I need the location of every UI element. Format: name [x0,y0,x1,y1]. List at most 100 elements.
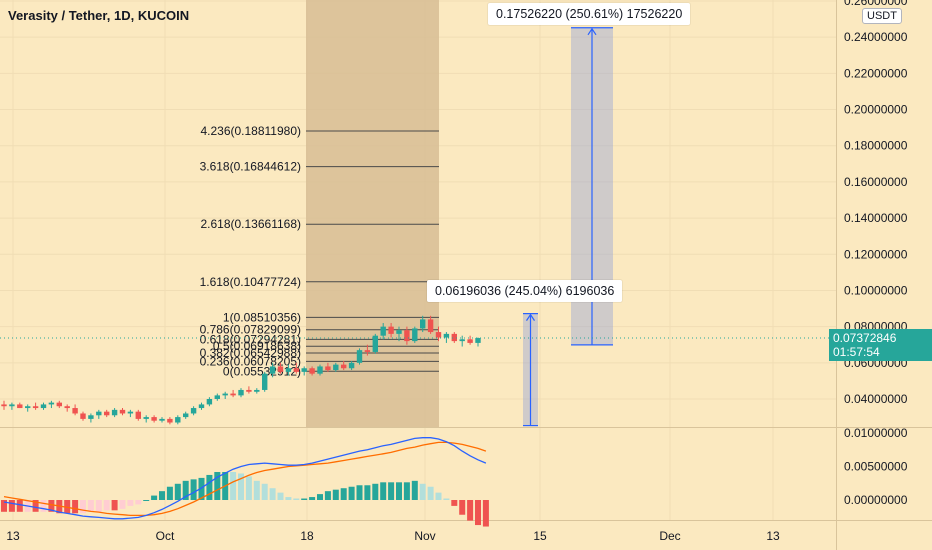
candle-body [25,406,31,409]
candle-body [341,364,347,369]
candle-body [72,408,78,414]
candle-body [151,417,157,421]
macd-histogram-bar [435,492,442,500]
candle-body [459,339,465,342]
macd-histogram-bar [459,500,466,515]
candle-body [1,404,7,407]
macd-line [3,437,487,520]
candle-body [380,326,386,336]
macd-histogram-bar [253,480,260,500]
macd-histogram-bar [174,483,181,500]
candle-body [412,328,418,342]
macd-histogram-bar [32,500,39,512]
macd-histogram-bar [348,486,355,500]
macd-histogram-bar [151,495,158,500]
currency-unit-badge[interactable]: USDT [862,8,902,24]
macd-histogram-bar [261,483,268,500]
macd-histogram-bar [40,500,47,512]
measure-arrow-head [587,27,597,36]
macd-histogram-bar [372,483,379,500]
candle-body [309,368,315,374]
candle-body [135,411,141,419]
macd-histogram-bar [143,500,150,501]
candle-body [32,406,39,409]
candle-body [214,395,220,399]
fib-level-label: 0.786(0.07829099) [200,323,301,337]
measure-callout-right[interactable]: 0.17526220 (250.61%) 17526220 [488,3,691,25]
time-tick-label: Oct [156,529,175,543]
current-price-value: 0.07372846 [833,330,897,345]
candle-body [64,406,70,409]
macd-histogram-bar [419,483,426,500]
fib-level-label: 0.5(0.06918638) [213,339,301,353]
candle-body [104,411,110,416]
highlight-zone [306,0,439,427]
candle-body [111,409,118,416]
price-tick-label: 0.24000000 [844,30,908,44]
fib-level-label: 0.236(0.06078205) [200,354,301,368]
macd-histogram-bar [206,474,213,500]
macd-histogram-bar [135,500,142,505]
candle-body [206,399,213,405]
candle-body [435,332,442,338]
signal-line [3,441,487,517]
candle-body [475,338,481,343]
macd-histogram-bar [482,500,489,527]
macd-histogram-bar [443,498,450,500]
macd-histogram-bar [64,500,71,514]
candle-body [222,393,228,396]
candle-body [238,389,244,396]
candle-body [230,393,236,396]
candle-body [17,404,23,409]
candle-body [301,368,307,372]
candle-body [56,402,62,407]
indicator-tick-label: 0.00000000 [844,493,908,507]
measure-arrow-head [526,313,535,321]
macd-histogram-bar [190,479,197,500]
macd-histogram-bar [238,473,244,500]
time-tick-label: 18 [300,529,314,543]
macd-histogram-bar [364,485,371,500]
indicator-tick-label: 0.01000000 [844,426,908,440]
macd-histogram-bar [119,500,126,509]
macd-histogram-bar [8,500,15,512]
candle-body [277,366,284,372]
candle-body [317,366,323,374]
macd-histogram-bar [309,497,316,500]
macd-histogram-bar [380,482,387,500]
price-tick-label: 0.10000000 [844,283,908,297]
macd-histogram-bar [198,477,205,500]
price-tick-label: 0.18000000 [844,139,908,153]
current-price-badge: 0.07372846 01:57:54 [829,328,932,361]
macd-histogram-bar [1,500,7,512]
fib-level-label: 1(0.08510356) [223,310,301,324]
measure-callout-left[interactable]: 0.06196036 (245.04%) 6196036 [427,279,623,302]
macd-histogram-bar [356,485,363,500]
macd-histogram-bar [277,492,284,500]
chart-title: Verasity / Tether, 1D, KUCOIN [8,8,190,23]
price-tick-label: 0.22000000 [844,66,908,80]
indicator-tick-label: 0.00500000 [844,460,908,474]
candle-body [396,330,402,334]
macd-histogram-bar [467,500,474,521]
fib-level-label: 0.382(0.06542988) [200,346,301,360]
candle-body [40,404,47,409]
macd-histogram-bar [332,489,339,500]
candle-body [427,319,434,333]
candle-body [96,411,102,416]
macd-histogram-bar [475,500,481,526]
candle-body [443,333,450,338]
price-tick-label: 0.14000000 [844,211,908,225]
candle-body [262,373,268,390]
candle-body [451,333,457,342]
candle-body [159,418,165,421]
candle-body [364,350,371,352]
macd-histogram-bar [230,471,237,500]
candle-body [254,389,260,392]
candle-body [143,417,149,419]
candle-body [48,402,55,405]
macd-histogram-bar [411,480,418,500]
candle-body [293,368,299,372]
